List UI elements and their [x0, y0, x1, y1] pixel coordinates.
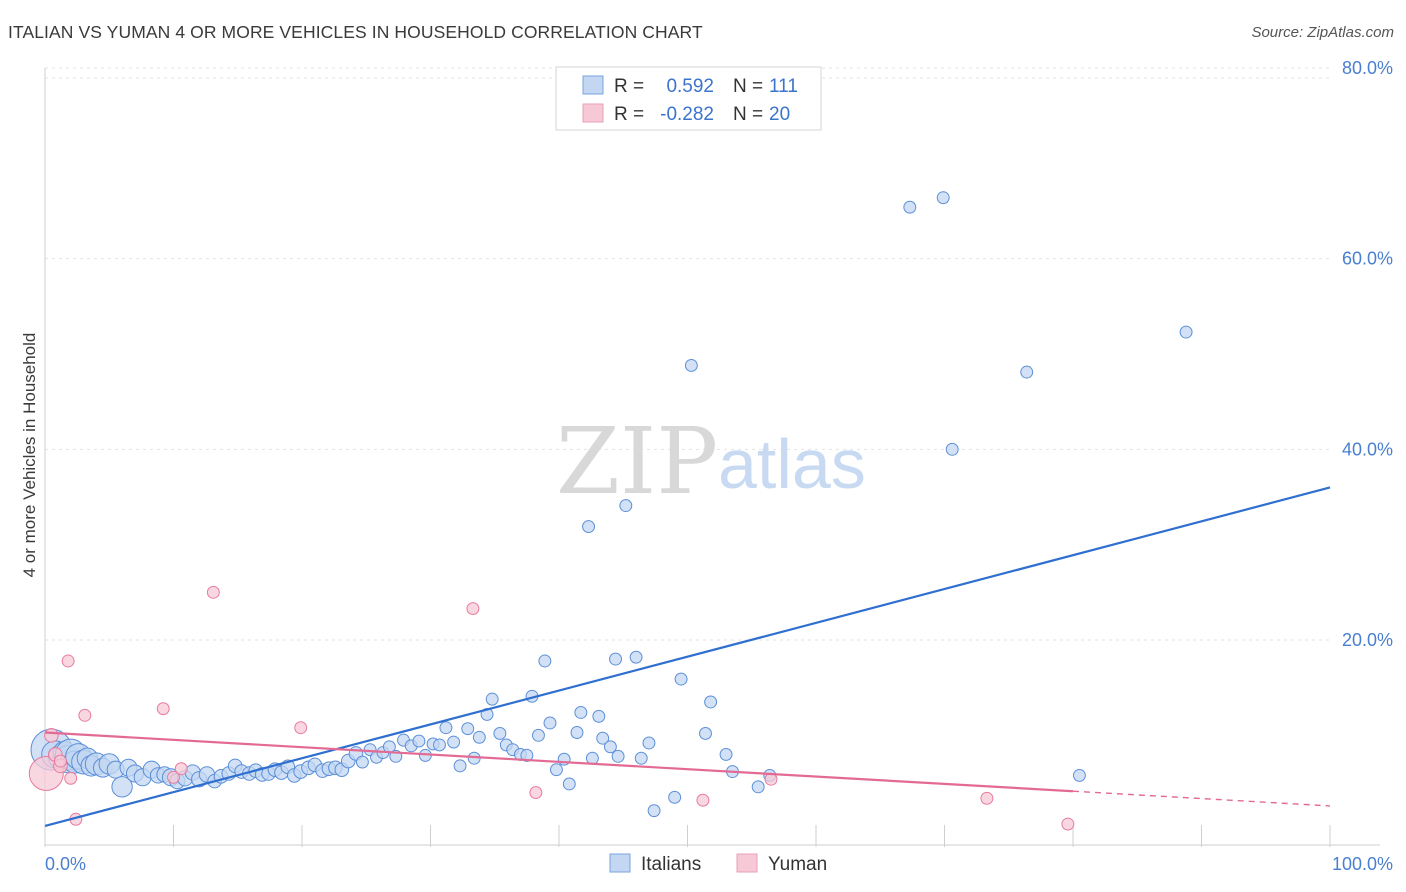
point-italians — [585, 751, 599, 765]
x-tick-label: 100.0% — [1332, 854, 1393, 874]
legend-r-value-italians: 0.592 — [666, 76, 714, 97]
point-italians — [472, 730, 486, 744]
point-italians — [619, 499, 633, 513]
bottom-legend: Italians Yuman — [609, 853, 827, 875]
point-italians — [433, 738, 446, 752]
point-italians — [439, 721, 453, 735]
point-italians — [520, 748, 534, 762]
series-yuman — [28, 585, 1075, 831]
point-italians — [549, 763, 563, 777]
point-italians — [1179, 325, 1193, 339]
trend-line-yuman-extension — [1072, 790, 1331, 807]
trend-lines — [44, 486, 1331, 827]
bottom-legend-swatch-italians — [609, 853, 631, 873]
point-italians — [447, 735, 461, 749]
legend-n-value-italians: 111 — [769, 76, 798, 97]
x-tick-label: 0.0% — [45, 854, 86, 874]
legend-n-value-yuman: 20 — [769, 104, 790, 125]
point-yuman — [294, 721, 308, 735]
legend-r-label-yuman: R = — [614, 104, 644, 125]
legend-n-label-italians: N = — [733, 76, 763, 97]
point-italians — [562, 777, 576, 791]
point-italians — [684, 359, 698, 372]
point-italians — [719, 747, 733, 761]
point-italians — [596, 731, 610, 745]
point-yuman — [206, 585, 220, 599]
point-italians — [674, 672, 688, 686]
point-yuman — [696, 793, 710, 807]
point-italians — [574, 706, 588, 719]
point-italians — [699, 727, 712, 740]
point-italians — [704, 695, 718, 709]
point-yuman — [78, 708, 92, 722]
watermark-zip: ZIP — [556, 408, 718, 515]
point-yuman — [466, 602, 480, 616]
x-tick-labels: 0.0% 100.0% — [45, 854, 1393, 874]
point-italians — [493, 727, 507, 740]
point-italians — [629, 650, 643, 664]
point-italians — [611, 749, 625, 763]
legend-box: R = 0.592 N = 111 R = -0.282 N = 20 — [555, 66, 822, 131]
point-italians — [592, 709, 606, 723]
point-italians — [668, 790, 682, 804]
legend-swatch-italians — [582, 75, 604, 95]
point-italians — [485, 692, 499, 706]
y-tick-label: 60.0% — [1342, 249, 1393, 269]
point-italians — [609, 652, 622, 666]
point-yuman — [156, 702, 170, 716]
point-yuman — [44, 728, 59, 743]
point-italians — [453, 759, 467, 773]
point-italians — [634, 751, 648, 765]
legend-n-label-yuman: N = — [733, 104, 763, 125]
legend-r-value-yuman: -0.282 — [660, 104, 714, 125]
legend-r-label-italians: R = — [614, 76, 644, 97]
point-italians — [543, 716, 557, 730]
point-yuman — [980, 791, 994, 805]
trend-line-italians — [44, 486, 1331, 827]
y-axis-title: 4 or more Vehicles in Household — [20, 333, 39, 578]
y-tick-label: 80.0% — [1342, 58, 1393, 78]
axes — [44, 68, 1380, 847]
point-italians — [642, 736, 656, 750]
watermark: ZIP atlas — [556, 408, 866, 515]
point-italians — [582, 520, 596, 534]
y-tick-label: 40.0% — [1342, 439, 1393, 459]
source-label: Source: ZipAtlas.com — [1251, 24, 1394, 41]
point-italians — [111, 776, 133, 798]
watermark-atlas: atlas — [718, 425, 866, 503]
point-italians — [903, 200, 917, 214]
point-italians — [570, 726, 584, 739]
point-italians — [461, 722, 475, 736]
point-yuman — [64, 771, 78, 785]
grid-lines — [45, 67, 1330, 641]
point-yuman — [1061, 817, 1075, 831]
point-italians — [538, 654, 552, 668]
point-italians — [647, 804, 661, 818]
bottom-legend-swatch-yuman — [736, 853, 758, 873]
point-italians — [603, 740, 617, 754]
point-italians — [531, 728, 545, 742]
point-yuman — [174, 762, 188, 776]
point-yuman — [529, 786, 543, 800]
trend-line-yuman — [44, 731, 1074, 793]
point-yuman — [167, 770, 180, 784]
point-yuman — [53, 754, 67, 768]
point-italians — [1072, 768, 1086, 782]
point-italians — [945, 442, 959, 456]
y-tick-label: 20.0% — [1342, 630, 1393, 650]
point-italians — [412, 734, 426, 748]
legend-swatch-yuman — [582, 103, 604, 123]
chart-title: ITALIAN VS YUMAN 4 OR MORE VEHICLES IN H… — [8, 22, 703, 42]
bottom-legend-label-italians: Italians — [641, 854, 701, 875]
y-tick-labels: 80.0% 60.0% 40.0% 20.0% — [1342, 58, 1393, 650]
point-yuman — [61, 654, 75, 668]
point-italians — [355, 755, 369, 769]
point-italians — [936, 191, 950, 205]
point-italians — [1020, 365, 1034, 379]
point-italians — [751, 780, 765, 794]
bottom-legend-label-yuman: Yuman — [768, 854, 827, 875]
